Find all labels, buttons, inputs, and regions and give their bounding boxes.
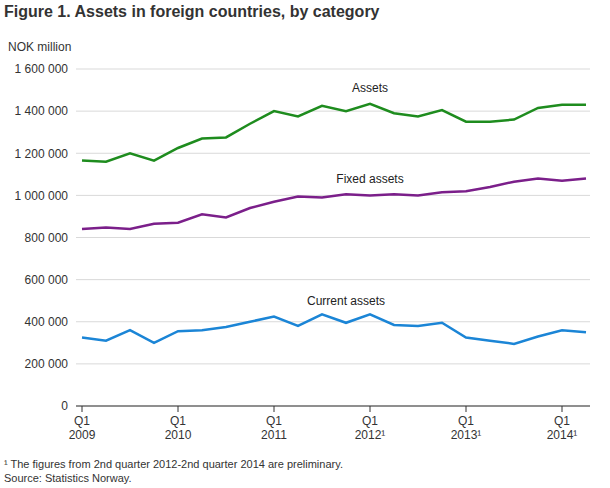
html-text:¹ The figures from 2nd quarter: ¹ The figures from 2nd quarter 2012-2nd … (4, 458, 343, 470)
svg-text:400 000: 400 000 (25, 315, 69, 329)
svg-text:2011: 2011 (261, 428, 287, 442)
svg-text:1 000 000: 1 000 000 (15, 189, 69, 203)
svg-text:0: 0 (61, 399, 68, 413)
svg-text:Current assets: Current assets (307, 294, 385, 308)
html-text:Source: Statistics Norway.: Source: Statistics Norway. (4, 472, 132, 484)
svg-text:Q1: Q1 (554, 414, 570, 428)
svg-text:Q1: Q1 (74, 414, 90, 428)
svg-text:1 600 000: 1 600 000 (15, 62, 69, 76)
svg-text:2013¹: 2013¹ (451, 428, 482, 442)
html-text:Figure 1. Assets in foreign co: Figure 1. Assets in foreign countries, b… (4, 3, 380, 20)
svg-text:1 200 000: 1 200 000 (15, 147, 69, 161)
html-text:NOK million: NOK million (8, 40, 72, 54)
svg-text:Assets: Assets (352, 81, 388, 95)
svg-text:2014¹: 2014¹ (547, 428, 578, 442)
svg-text:Q1: Q1 (170, 414, 186, 428)
svg-text:Q1: Q1 (458, 414, 474, 428)
svg-text:2009: 2009 (69, 428, 96, 442)
svg-text:600 000: 600 000 (25, 273, 69, 287)
svg-text:Fixed assets: Fixed assets (336, 172, 403, 186)
svg-text:1 400 000: 1 400 000 (15, 104, 69, 118)
svg-text:800 000: 800 000 (25, 231, 69, 245)
svg-text:Q1: Q1 (266, 414, 282, 428)
svg-text:2010: 2010 (165, 428, 192, 442)
svg-text:2012¹: 2012¹ (355, 428, 386, 442)
svg-text:200 000: 200 000 (25, 357, 69, 371)
svg-text:Q1: Q1 (362, 414, 378, 428)
